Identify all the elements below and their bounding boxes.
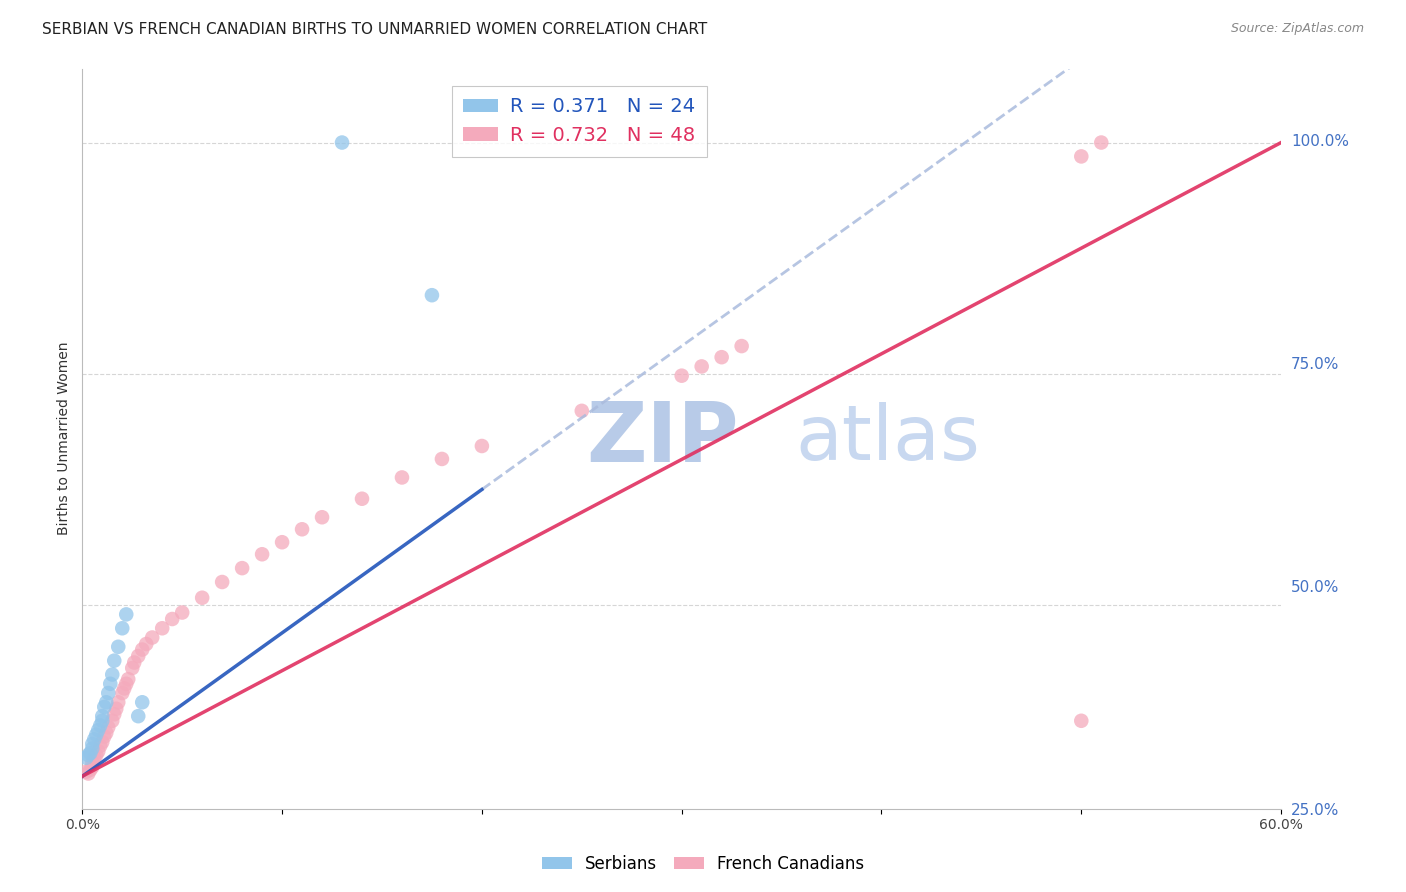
Point — [87, 723, 110, 737]
Point — [97, 686, 120, 700]
Point — [131, 885, 153, 892]
Point — [115, 607, 138, 622]
Point — [112, 681, 135, 696]
Point — [89, 718, 111, 732]
Point — [172, 606, 194, 620]
Point — [93, 699, 115, 714]
Point — [84, 728, 107, 742]
Point — [127, 709, 149, 723]
Point — [350, 491, 373, 506]
Point — [160, 612, 183, 626]
Point — [122, 656, 145, 670]
Point — [82, 756, 104, 770]
Text: Source: ZipAtlas.com: Source: ZipAtlas.com — [1230, 22, 1364, 36]
Point — [1070, 714, 1092, 728]
Point — [690, 359, 713, 374]
Point — [671, 368, 693, 383]
Point — [91, 714, 114, 728]
Text: ZIP: ZIP — [586, 398, 738, 479]
Point — [101, 714, 124, 728]
Text: atlas: atlas — [796, 401, 980, 475]
Legend: R = 0.371   N = 24, R = 0.732   N = 48: R = 0.371 N = 24, R = 0.732 N = 48 — [451, 86, 707, 157]
Point — [391, 470, 413, 484]
Legend: Serbians, French Canadians: Serbians, French Canadians — [536, 848, 870, 880]
Point — [103, 654, 125, 668]
Point — [87, 744, 110, 758]
Point — [98, 677, 121, 691]
Point — [250, 547, 273, 561]
Point — [96, 726, 118, 740]
Point — [82, 737, 104, 751]
Point — [101, 667, 124, 681]
Point — [1090, 136, 1112, 150]
Point — [710, 350, 733, 364]
Point — [75, 764, 97, 779]
Point — [75, 751, 97, 765]
Point — [131, 695, 153, 709]
Point — [111, 621, 134, 635]
Point — [141, 631, 163, 645]
Point — [77, 766, 100, 780]
Point — [135, 637, 157, 651]
Point — [291, 522, 314, 536]
Point — [96, 695, 118, 709]
Point — [730, 339, 752, 353]
Point — [127, 648, 149, 663]
Point — [420, 288, 443, 302]
Point — [83, 732, 105, 747]
Text: SERBIAN VS FRENCH CANADIAN BIRTHS TO UNMARRIED WOMEN CORRELATION CHART: SERBIAN VS FRENCH CANADIAN BIRTHS TO UNM… — [42, 22, 707, 37]
Point — [115, 677, 138, 691]
Y-axis label: Births to Unmarried Women: Births to Unmarried Women — [58, 342, 72, 535]
Point — [191, 591, 214, 605]
Point — [91, 735, 114, 749]
Point — [79, 746, 101, 760]
Point — [330, 136, 353, 150]
Point — [571, 404, 593, 418]
Point — [117, 672, 139, 686]
Point — [271, 535, 294, 549]
Point — [79, 763, 101, 777]
Point — [77, 747, 100, 762]
Point — [131, 642, 153, 657]
Point — [103, 707, 125, 722]
Point — [97, 720, 120, 734]
Point — [84, 747, 107, 762]
Point — [430, 452, 453, 467]
Point — [107, 695, 129, 709]
Point — [89, 739, 111, 753]
Point — [231, 561, 253, 575]
Point — [83, 751, 105, 765]
Point — [107, 640, 129, 654]
Point — [471, 439, 494, 453]
Point — [311, 510, 333, 524]
Point — [82, 741, 104, 756]
Point — [150, 621, 173, 635]
Point — [1070, 149, 1092, 163]
Point — [211, 574, 233, 589]
Point — [121, 661, 143, 675]
Point — [105, 702, 128, 716]
Point — [82, 760, 104, 774]
Point — [91, 709, 114, 723]
Point — [121, 880, 143, 892]
Point — [93, 730, 115, 744]
Point — [111, 686, 134, 700]
